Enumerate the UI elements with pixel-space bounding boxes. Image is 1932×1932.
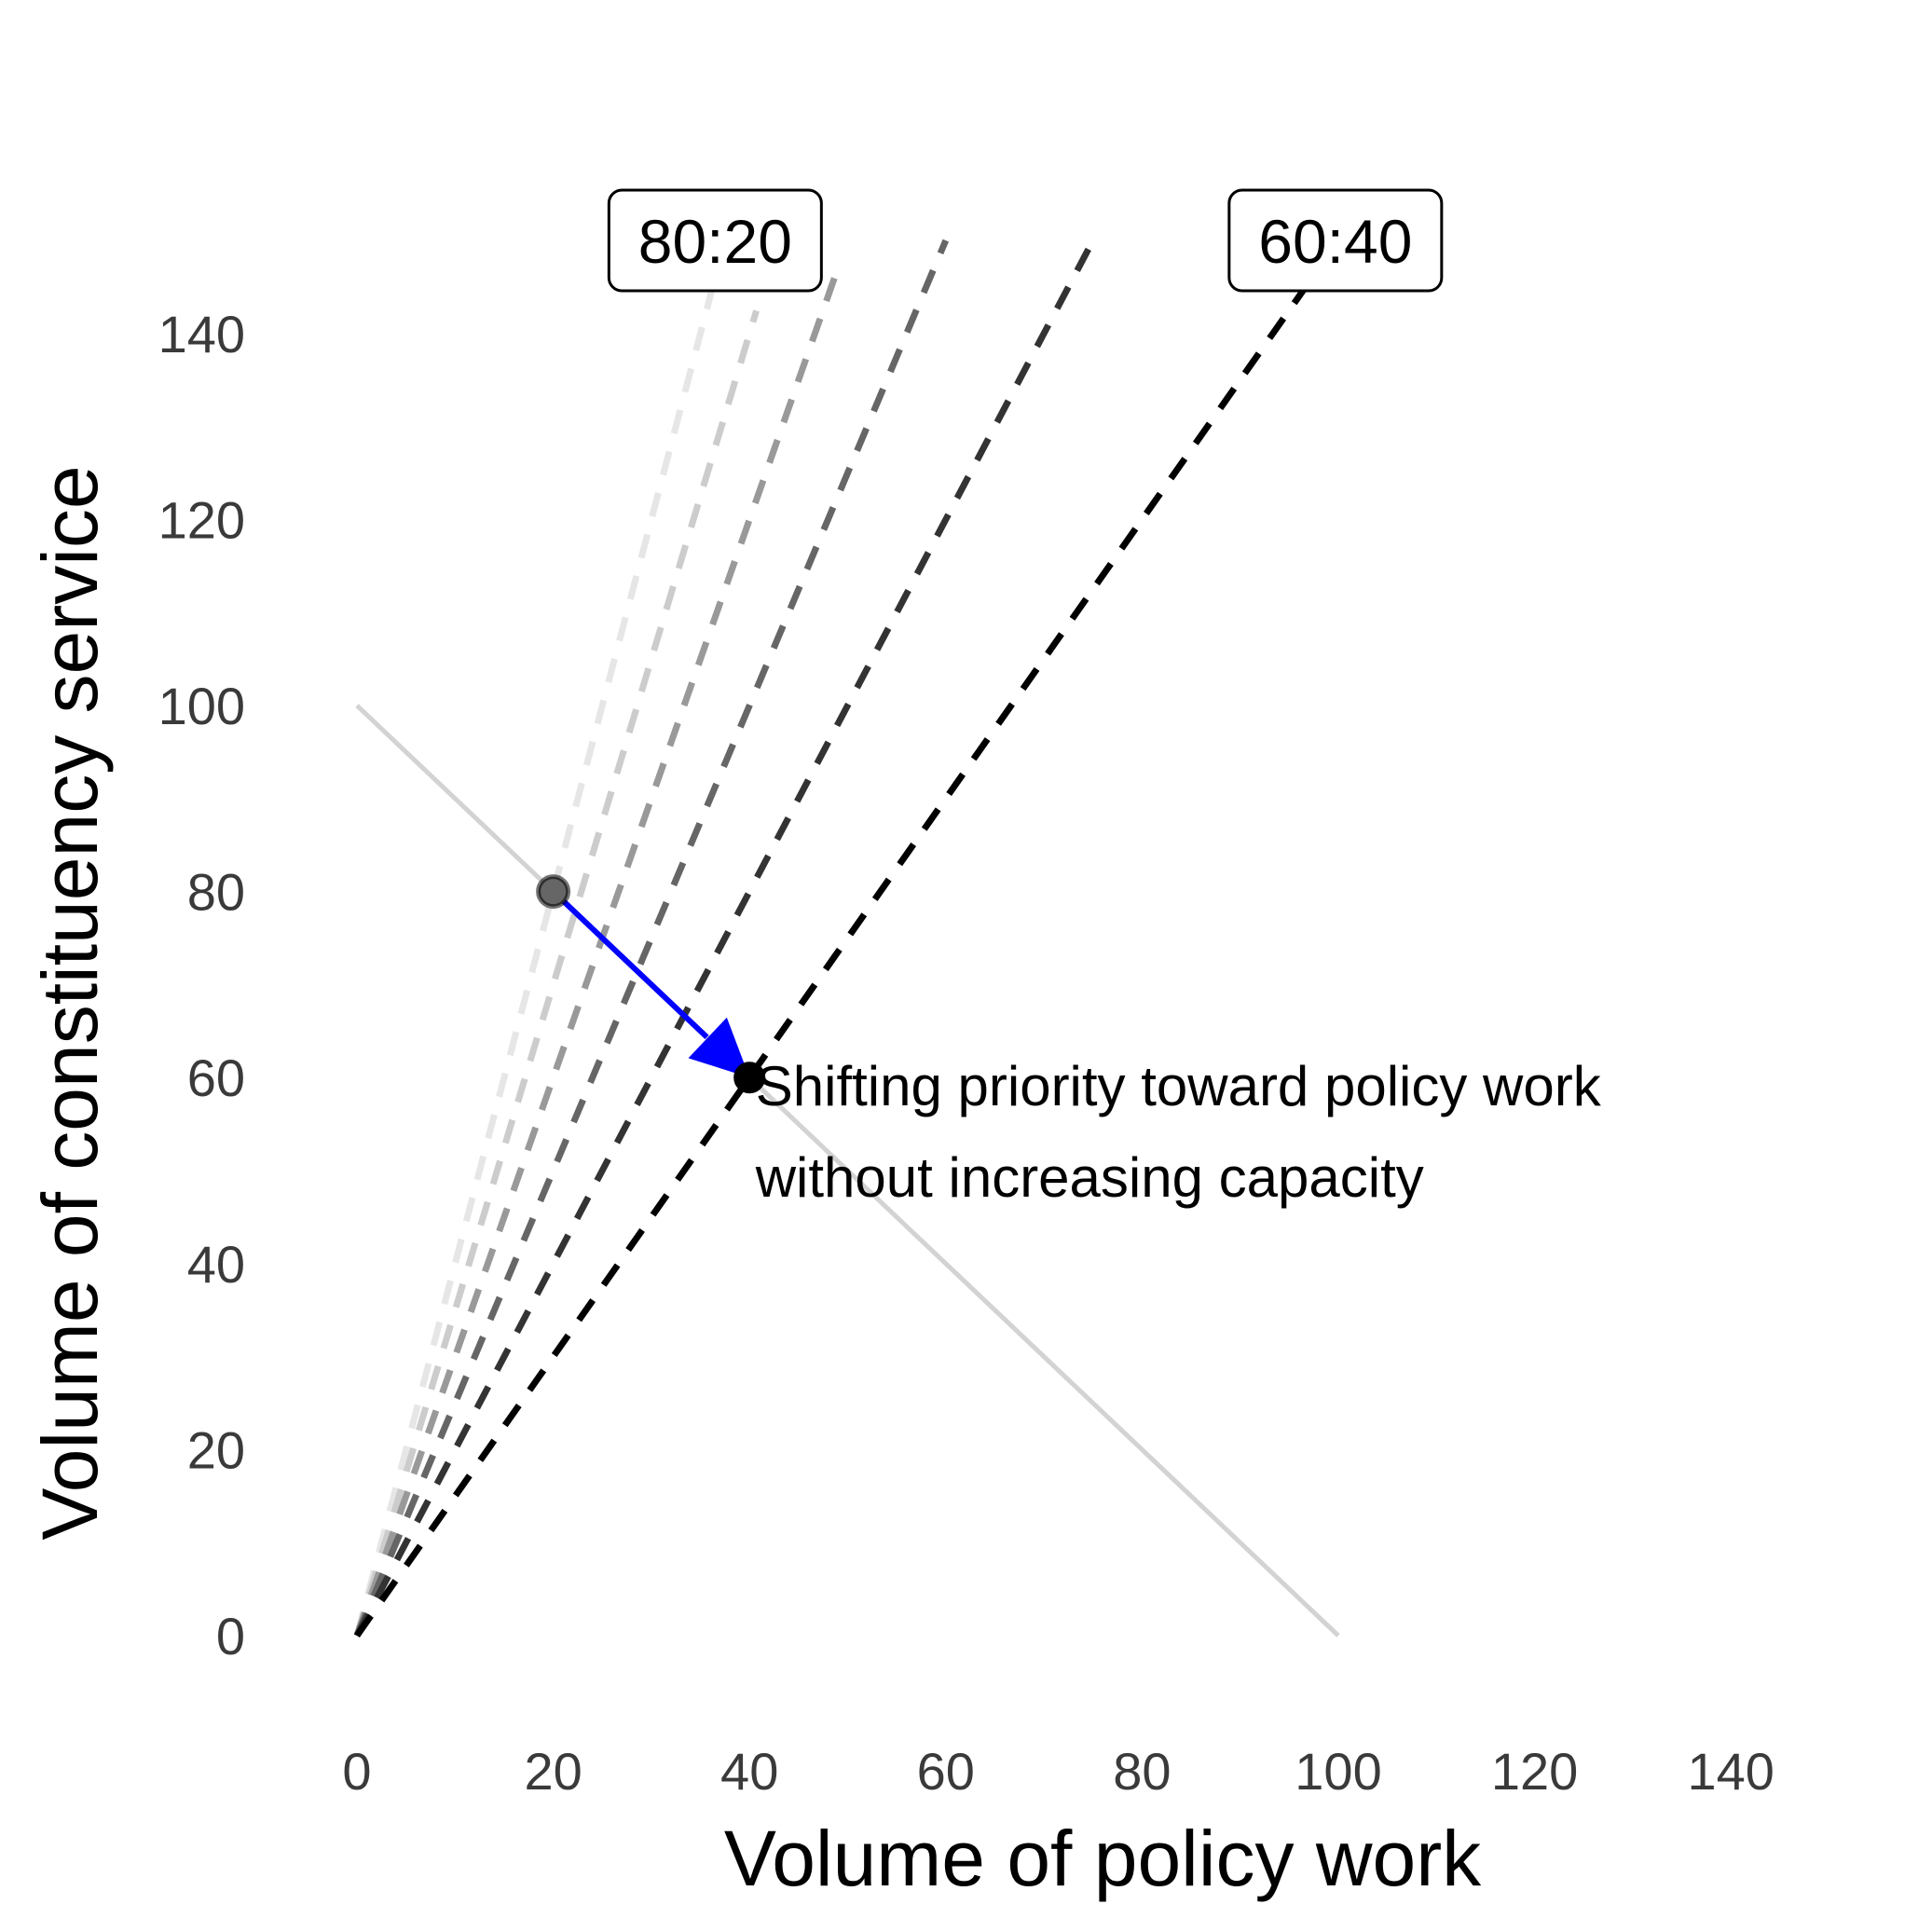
- ratio-label: 80:20: [607, 188, 823, 293]
- ratio-label-box: [607, 188, 823, 293]
- y-axis-title: Volume of constituency service: [26, 465, 114, 1540]
- y-tick-label: 100: [158, 677, 245, 735]
- x-tick-label: 100: [1295, 1742, 1381, 1801]
- annotation-text: without increasing capacity: [755, 1146, 1424, 1209]
- shift-arrow-shaft: [551, 889, 709, 1040]
- x-tick-label: 80: [1113, 1742, 1171, 1801]
- y-tick-label: 140: [158, 305, 245, 363]
- y-tick-label: 0: [216, 1607, 245, 1665]
- x-axis-title: Volume of policy work: [724, 1815, 1482, 1902]
- ratio-line: [353, 309, 760, 1637]
- x-tick-label: 120: [1491, 1742, 1578, 1801]
- ratio-label-box: [1227, 188, 1444, 293]
- y-tick-label: 60: [187, 1048, 245, 1107]
- x-tick-label: 40: [720, 1742, 778, 1801]
- x-tick-label: 60: [917, 1742, 975, 1801]
- x-tick-label: 140: [1687, 1742, 1774, 1801]
- annotation-text: Shifting priority toward policy work: [756, 1055, 1602, 1117]
- ratio-line: [353, 286, 717, 1637]
- ratio-line: [353, 275, 839, 1637]
- capacity-line: [355, 704, 1340, 1637]
- ratio-label-text: 80:20: [638, 207, 792, 276]
- ratio-line: [353, 239, 950, 1637]
- axes: Volume of policy work Volume of constitu…: [26, 305, 1774, 1902]
- ratio-line: [354, 287, 1308, 1638]
- y-tick-label: 80: [187, 863, 245, 922]
- data-point: [733, 1062, 766, 1094]
- ratio-label: 60:40: [1227, 188, 1444, 293]
- ratio-label-text: 60:40: [1258, 207, 1412, 276]
- shift-arrow-head: [688, 1017, 750, 1078]
- y-tick-label: 120: [158, 490, 245, 549]
- y-tick-label: 20: [187, 1420, 245, 1479]
- y-tick-label: 40: [187, 1235, 245, 1294]
- x-tick-label: 20: [524, 1742, 582, 1801]
- ratio-line: [353, 239, 1096, 1637]
- x-tick-label: 0: [342, 1742, 371, 1801]
- plot-area: 80:20 60:40 Shifting priority toward polic…: [353, 188, 1602, 1638]
- data-point: [536, 874, 571, 910]
